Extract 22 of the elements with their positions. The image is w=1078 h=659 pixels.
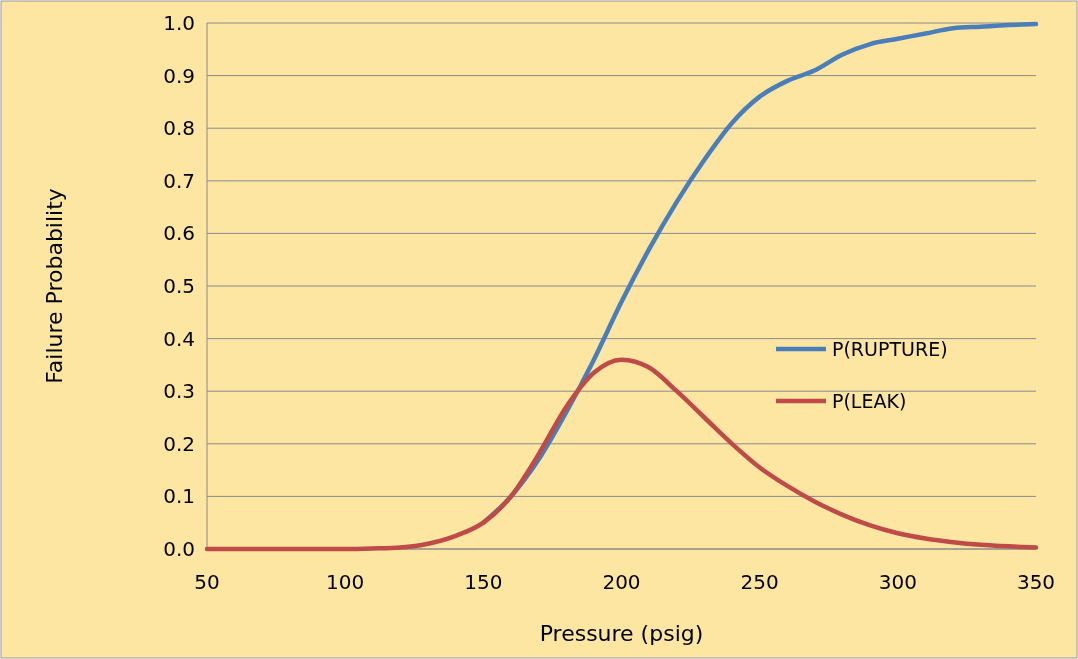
y-tick-label: 0.3	[163, 379, 195, 404]
x-tick-label: 100	[326, 570, 365, 594]
x-tick-label: 300	[878, 570, 917, 594]
y-tick-label: 1.0	[163, 11, 195, 35]
y-tick-label: 0.1	[163, 484, 195, 509]
y-tick-label: 0.5	[163, 274, 195, 298]
legend-label: P(LEAK)	[832, 389, 907, 412]
x-axis-title: Pressure (psig)	[539, 621, 704, 646]
x-tick-label: 250	[740, 570, 779, 594]
y-tick-label: 0.2	[163, 431, 195, 456]
y-tick-label: 0.6	[163, 221, 195, 246]
y-tick-label: 0.9	[163, 63, 195, 88]
x-tick-label: 150	[464, 570, 503, 594]
x-tick-label: 50	[194, 570, 220, 594]
y-tick-label: 0.7	[163, 168, 195, 193]
y-tick-label: 0.0	[163, 537, 195, 561]
x-tick-label: 350	[1016, 570, 1056, 594]
x-tick-label: 200	[602, 570, 641, 594]
legend-label: P(RUPTURE)	[832, 337, 948, 360]
y-tick-label: 0.4	[163, 326, 195, 351]
y-tick-label: 0.8	[163, 116, 195, 141]
y-axis-title: Failure Probability	[42, 188, 67, 384]
